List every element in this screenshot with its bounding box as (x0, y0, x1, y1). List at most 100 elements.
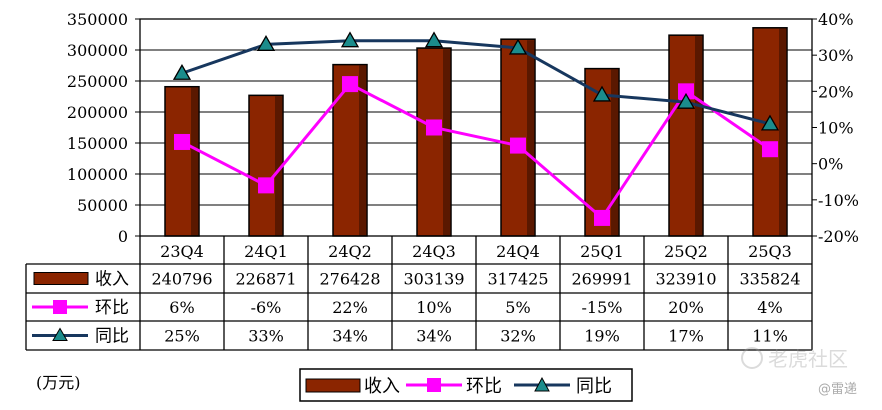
x-tick-label: 24Q1 (244, 242, 288, 261)
mom-point (510, 137, 526, 154)
tiger-logo-icon (741, 347, 763, 369)
yoy-point (760, 114, 780, 131)
data-table: 23Q4 24Q1 24Q2 24Q3 24Q4 25Q1 25Q2 25Q3 收入 240796… (25, 236, 813, 351)
mom-line (181, 82, 771, 221)
mom-point (342, 76, 358, 93)
table-cell-mom: 5% (505, 298, 530, 317)
yoy-point (676, 92, 696, 109)
y-right-tick-label: 0% (818, 155, 843, 174)
table-cell-mom: 6% (169, 298, 194, 317)
gridlines (140, 18, 812, 206)
table-cell-yoy: 34% (416, 327, 452, 346)
yoy-point (256, 35, 276, 51)
yoy-line (181, 39, 771, 126)
table-cell-yoy: 33% (248, 327, 284, 346)
table-cell-revenue: 269991 (571, 270, 632, 289)
y-left-tick-label: 350000 (67, 10, 128, 29)
mom-point (762, 141, 778, 158)
table-cell-yoy: 32% (500, 327, 536, 346)
legend-key-revenue (305, 378, 361, 393)
x-tick-label: 23Q4 (160, 242, 204, 261)
table-cell-mom: 20% (668, 298, 704, 317)
y-left-tick-label: 300000 (67, 41, 128, 60)
y-right-tick-label: 20% (818, 82, 854, 101)
table-cell-mom: 4% (757, 298, 782, 317)
x-tick-label: 24Q2 (328, 242, 372, 261)
mom-point (426, 119, 442, 136)
y-right-tick-label: 30% (818, 46, 854, 65)
table-cell-revenue: 317425 (487, 270, 548, 289)
table-cell-revenue: 323910 (655, 270, 716, 289)
yoy-point (592, 85, 612, 102)
revenue-bar (332, 63, 368, 237)
table-cell-revenue: 240796 (151, 270, 212, 289)
table-row-label-yoy: 同比 (95, 327, 129, 347)
y-left-tick-label: 50000 (77, 196, 128, 215)
table-key-revenue (33, 272, 89, 285)
unit-note: (万元) (36, 373, 81, 392)
tiger-watermark: 老虎社区 (741, 347, 848, 371)
revenue-bar-shade (527, 40, 534, 236)
watermark-main: 老虎社区 (768, 347, 848, 371)
table-key-yoy-marker (52, 327, 68, 341)
yoy-point (424, 31, 444, 48)
x-tick-label: 24Q4 (496, 242, 540, 261)
y-right-tick-label: 40% (818, 10, 854, 29)
revenue-bars (164, 27, 788, 237)
revenue-bar (248, 94, 284, 237)
revenue-bar-shade (695, 36, 702, 237)
table-cell-yoy: 17% (668, 327, 704, 346)
revenue-bar (752, 27, 788, 237)
y-left-tick-label: 150000 (67, 134, 128, 153)
table-cell-mom: 10% (416, 298, 452, 317)
mom-point (594, 209, 610, 226)
yoy-point (340, 31, 360, 48)
revenue-bar-shade (611, 69, 618, 236)
table-cell-yoy: 11% (752, 327, 788, 346)
revenue-bar (416, 47, 452, 237)
y-right-tick-label: -10% (818, 191, 859, 210)
legend-key-mom-marker (427, 378, 441, 392)
revenue-bar-shade (359, 65, 366, 236)
y-left-tick-label: 200000 (67, 103, 128, 122)
mom-point (678, 83, 694, 100)
legend-label-mom: 环比 (466, 376, 502, 397)
y-right-tick-label: 10% (818, 119, 854, 138)
table-cell-revenue: 276428 (319, 270, 380, 289)
mom-point (174, 133, 190, 150)
y-left-tick-label: 250000 (67, 72, 128, 91)
table-cell-mom: 22% (332, 298, 368, 317)
x-tick-label: 25Q2 (664, 242, 708, 261)
revenue-bar-shade (191, 87, 198, 236)
table-key-mom-marker (53, 300, 67, 314)
revenue-bar (668, 34, 704, 237)
table-row-label-mom: 环比 (95, 298, 129, 318)
legend-label-yoy: 同比 (576, 376, 612, 397)
x-tick-label: 24Q3 (412, 242, 456, 261)
table-cell-revenue: 303139 (403, 270, 464, 289)
table-row-label-revenue: 收入 (95, 270, 129, 290)
revenue-bar-shade (779, 28, 786, 236)
table-cell-revenue: 226871 (235, 270, 296, 289)
x-tick-label: 25Q1 (580, 242, 624, 261)
ratio-lines (172, 31, 780, 226)
table-cell-revenue: 335824 (739, 270, 800, 289)
yoy-point (172, 63, 192, 80)
table-cell-yoy: 19% (584, 327, 620, 346)
mom-point (258, 177, 274, 194)
legend-label-revenue: 收入 (364, 376, 400, 397)
watermark-sub: @雷递 (818, 382, 857, 397)
revenue-bar-shade (275, 96, 282, 236)
y-left-tick-label: 0 (118, 227, 128, 246)
revenue-bar-shade (443, 49, 450, 237)
x-tick-label: 25Q3 (748, 242, 792, 261)
table-cell-mom: -15% (582, 298, 623, 317)
y-right-tick-label: -20% (818, 227, 859, 246)
yoy-point (508, 38, 528, 55)
y-left-tick-label: 100000 (67, 165, 128, 184)
table-cell-yoy: 34% (332, 327, 368, 346)
table-cell-yoy: 25% (164, 327, 200, 346)
table-cell-mom: -6% (251, 298, 282, 317)
legend-key-yoy-marker (534, 376, 550, 392)
